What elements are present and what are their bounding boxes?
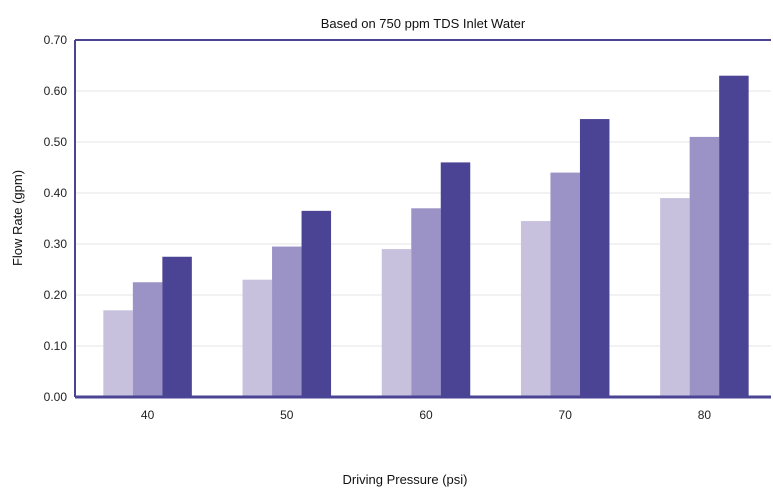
x-tick-label: 40 — [141, 408, 155, 422]
bar — [132, 282, 163, 397]
bar — [301, 210, 332, 397]
bar — [660, 198, 690, 397]
y-tick-labels: 0.00 0.10 0.20 0.30 0.40 0.50 0.60 0.70 — [44, 33, 68, 404]
bar — [103, 310, 133, 397]
bar — [162, 256, 192, 397]
y-tick-label: 0.60 — [44, 84, 68, 98]
x-tick-label: 60 — [419, 408, 433, 422]
bar — [719, 75, 749, 397]
y-tick-label: 0.00 — [44, 390, 68, 404]
x-tick-label: 50 — [280, 408, 294, 422]
x-tick-label: 70 — [559, 408, 573, 422]
bar — [440, 162, 471, 397]
x-axis-title: Driving Pressure (psi) — [343, 472, 468, 487]
y-tick-label: 0.20 — [44, 288, 68, 302]
bar — [272, 246, 302, 397]
bar — [579, 119, 610, 398]
y-tick-label: 0.40 — [44, 186, 68, 200]
bar — [381, 249, 412, 397]
bar — [520, 221, 551, 397]
y-tick-label: 0.10 — [44, 339, 68, 353]
y-axis-title: Flow Rate (gpm) — [10, 170, 25, 266]
x-tick-labels: 40 50 60 70 80 — [141, 408, 711, 422]
y-tick-label: 0.30 — [44, 237, 68, 251]
axes — [74, 39, 771, 399]
bar — [411, 208, 441, 397]
bar — [689, 136, 720, 397]
bar — [242, 279, 273, 397]
y-tick-label: 0.50 — [44, 135, 68, 149]
chart-title: Based on 750 ppm TDS Inlet Water — [321, 16, 526, 31]
bar — [550, 172, 580, 397]
x-tick-label: 80 — [698, 408, 712, 422]
y-tick-label: 0.70 — [44, 33, 68, 47]
bars — [103, 75, 749, 398]
